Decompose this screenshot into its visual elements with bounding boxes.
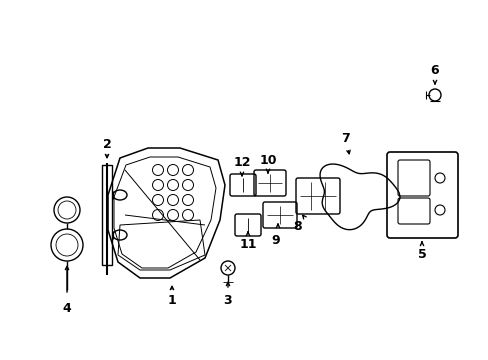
Text: 1: 1 <box>167 293 176 306</box>
Text: 3: 3 <box>223 293 232 306</box>
Text: 5: 5 <box>417 248 426 261</box>
Text: 10: 10 <box>259 153 276 166</box>
Text: 12: 12 <box>233 156 250 168</box>
Bar <box>102 165 112 265</box>
Text: 9: 9 <box>271 234 280 247</box>
Text: 7: 7 <box>340 131 348 144</box>
Text: 8: 8 <box>293 220 302 233</box>
Text: 4: 4 <box>62 302 71 315</box>
Text: 11: 11 <box>239 238 256 251</box>
Text: 6: 6 <box>430 63 438 77</box>
Text: 2: 2 <box>102 138 111 150</box>
